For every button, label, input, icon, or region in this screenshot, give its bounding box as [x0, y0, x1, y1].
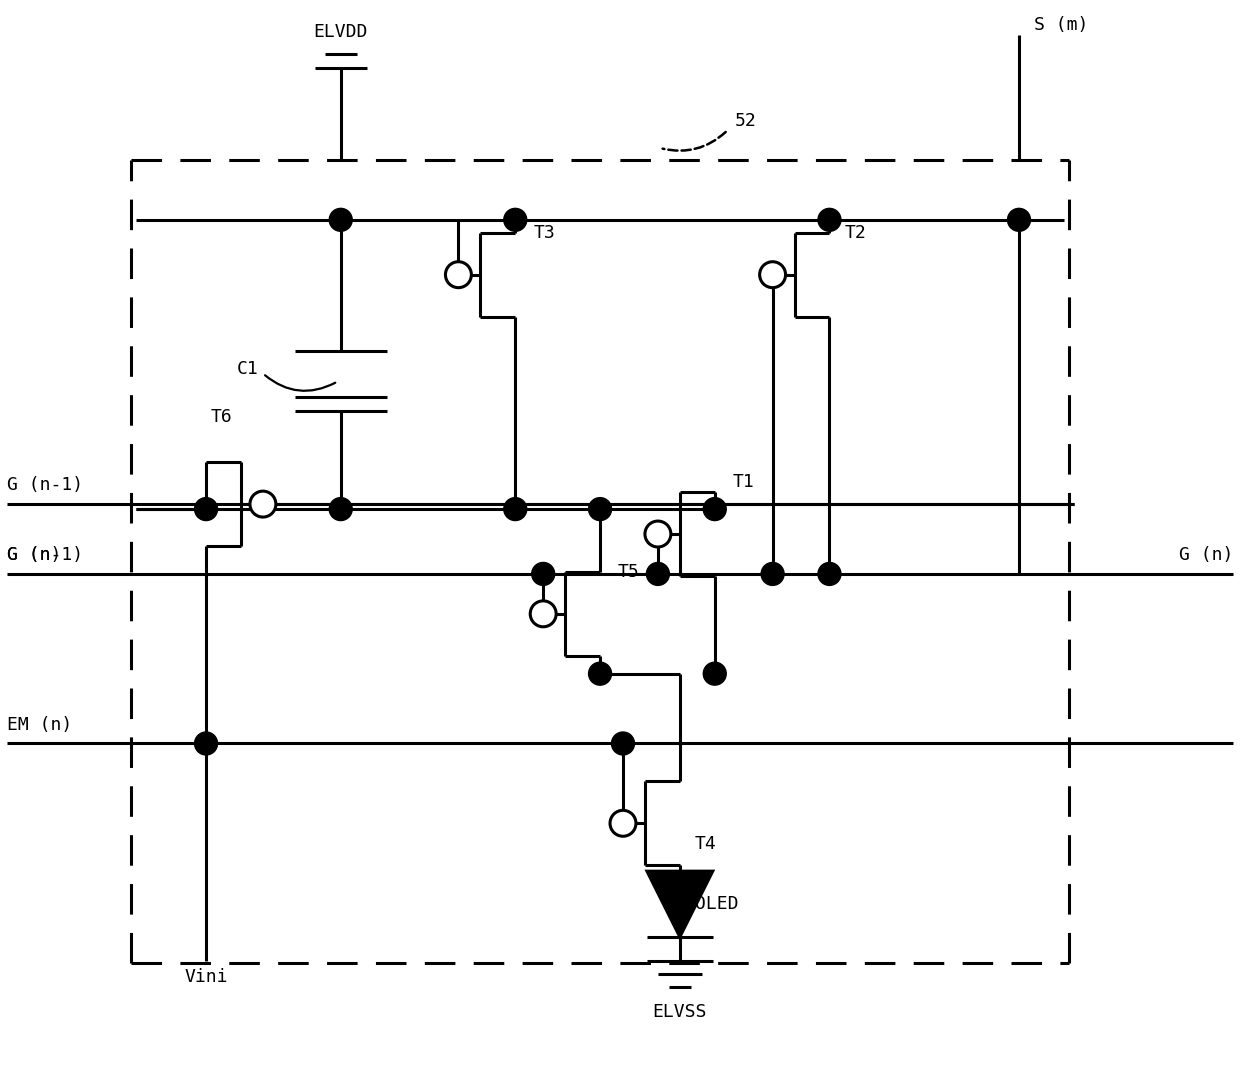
- Text: G (n): G (n): [1179, 546, 1234, 564]
- Circle shape: [503, 498, 527, 521]
- Text: T2: T2: [844, 224, 867, 242]
- Text: ELVSS: ELVSS: [652, 1003, 707, 1020]
- Circle shape: [330, 208, 352, 231]
- Circle shape: [760, 261, 786, 287]
- Text: Vini: Vini: [185, 968, 228, 986]
- Circle shape: [589, 498, 611, 521]
- Circle shape: [818, 208, 841, 231]
- Circle shape: [589, 662, 611, 685]
- Circle shape: [703, 662, 727, 685]
- Text: G (n): G (n): [6, 546, 61, 564]
- Circle shape: [611, 732, 635, 755]
- Circle shape: [1008, 208, 1030, 231]
- Circle shape: [645, 521, 671, 547]
- Text: T6: T6: [210, 408, 232, 426]
- Circle shape: [818, 562, 841, 586]
- Circle shape: [531, 601, 557, 627]
- Circle shape: [532, 562, 554, 586]
- Text: OLED: OLED: [694, 895, 738, 913]
- Circle shape: [250, 491, 275, 517]
- Text: EM (n): EM (n): [6, 715, 72, 734]
- Circle shape: [610, 810, 636, 836]
- Circle shape: [761, 562, 784, 586]
- Text: C1: C1: [237, 360, 259, 379]
- Text: ELVDD: ELVDD: [314, 23, 368, 41]
- Circle shape: [330, 498, 352, 521]
- Circle shape: [646, 562, 670, 586]
- Circle shape: [445, 261, 471, 287]
- Text: 52: 52: [735, 112, 756, 130]
- Text: T5: T5: [618, 563, 640, 580]
- Text: T3: T3: [533, 224, 556, 242]
- Circle shape: [703, 498, 727, 521]
- Text: T4: T4: [694, 835, 717, 854]
- Polygon shape: [647, 871, 713, 937]
- Circle shape: [503, 208, 527, 231]
- Circle shape: [195, 498, 217, 521]
- Text: G (n-1): G (n-1): [6, 476, 83, 494]
- Circle shape: [195, 732, 217, 755]
- Text: G (n-1): G (n-1): [6, 546, 83, 564]
- Text: T1: T1: [733, 473, 754, 491]
- Text: S (m): S (m): [1034, 16, 1089, 35]
